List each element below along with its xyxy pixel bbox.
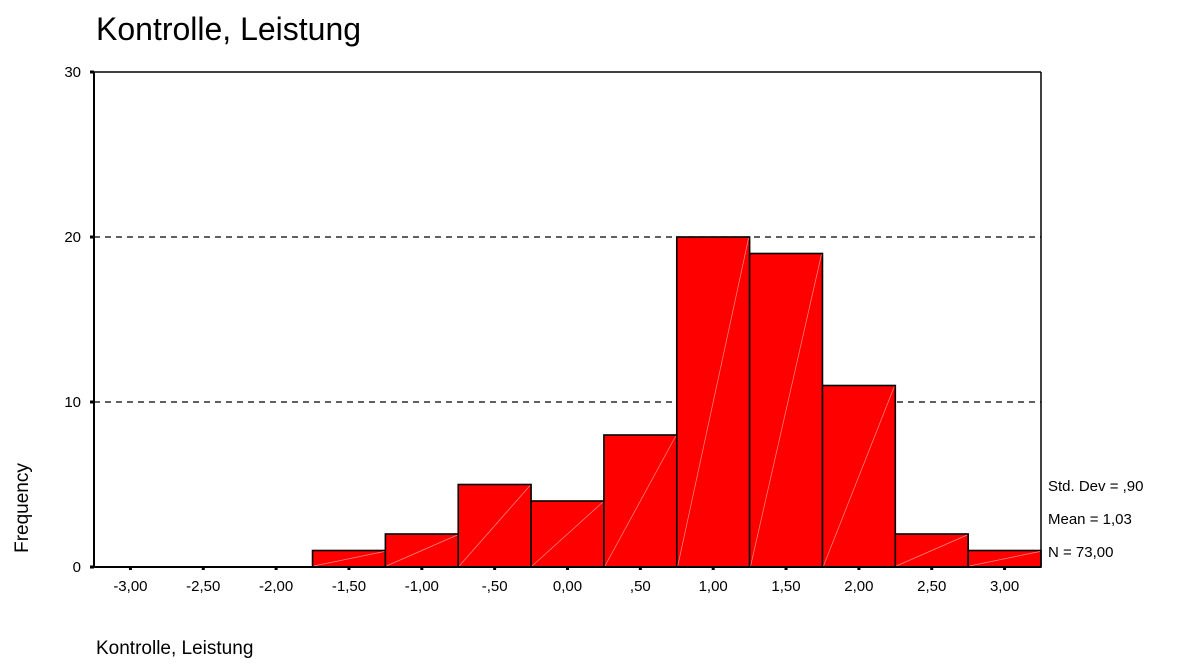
x-tick-label: ,50 <box>630 578 651 595</box>
x-tick-label: -2,50 <box>186 578 220 595</box>
x-tick-label: -,50 <box>482 578 508 595</box>
histogram-bar <box>603 434 678 568</box>
plot-frame <box>93 71 1042 568</box>
bar-shading-line <box>969 551 1041 567</box>
x-axis-ticks: -3,00 -2,50 -2,00 -1,50 -1,00 -,50 0,00 ,50 1,00… <box>113 567 1019 595</box>
y-tick-label: 0 <box>73 559 81 576</box>
x-tick-label: -3,00 <box>113 578 147 595</box>
y-tick-label: 10 <box>64 394 81 411</box>
x-axis-label: Kontrolle, Leistung <box>96 638 253 659</box>
y-tick-label: 30 <box>64 64 81 81</box>
histogram-bar <box>675 236 751 568</box>
grid-lines <box>94 236 1041 403</box>
x-tick-label: 1,50 <box>771 578 800 595</box>
histogram-bar <box>821 384 897 568</box>
bar-shading-line <box>531 501 604 567</box>
bar-shading-line <box>896 534 968 567</box>
stat-n: N = 73,00 <box>1048 544 1113 561</box>
histogram-bar <box>530 500 605 568</box>
histogram-bar <box>967 549 1042 568</box>
x-tick-label: -2,00 <box>259 578 293 595</box>
bar-shading-line <box>458 485 531 567</box>
bar-shading-line <box>750 254 822 567</box>
bar-shading-line <box>604 435 677 567</box>
y-axis-ticks: 0 10 20 30 <box>64 64 94 576</box>
bar-shading-line <box>677 237 749 567</box>
bar-shading-line <box>313 551 385 567</box>
histogram-bar <box>457 483 532 568</box>
histogram-bars <box>311 236 1042 568</box>
histogram-bar <box>748 252 824 568</box>
bar-shading-line <box>386 534 458 567</box>
histogram-bar <box>384 533 460 568</box>
y-tick-label: 20 <box>64 229 81 246</box>
x-tick-label: -1,00 <box>405 578 439 595</box>
stat-std-dev: Std. Dev = ,90 <box>1048 478 1143 495</box>
x-tick-label: 2,50 <box>917 578 946 595</box>
chart-title: Kontrolle, Leistung <box>96 11 361 47</box>
x-tick-label: -1,50 <box>332 578 366 595</box>
histogram-bar <box>894 533 969 568</box>
stat-mean: Mean = 1,03 <box>1048 511 1132 528</box>
x-tick-label: 0,00 <box>553 578 582 595</box>
histogram-bar <box>311 549 387 568</box>
x-tick-label: 1,00 <box>699 578 728 595</box>
x-tick-label: 2,00 <box>844 578 873 595</box>
y-axis-label: Frequency <box>12 463 33 553</box>
bar-shading-line <box>823 386 895 567</box>
x-tick-label: 3,00 <box>990 578 1019 595</box>
